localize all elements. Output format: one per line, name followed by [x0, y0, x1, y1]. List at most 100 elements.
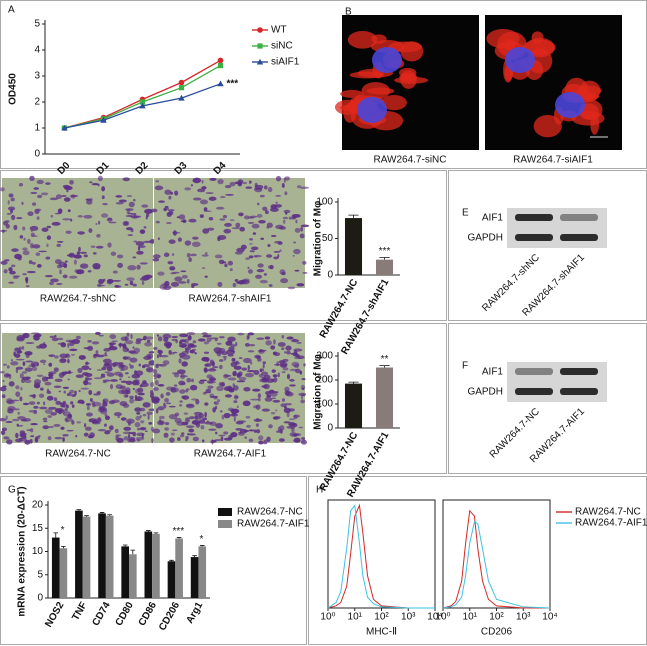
- stained-cell: [123, 436, 130, 441]
- legend-label: RAW264.7-AIF1: [237, 519, 310, 530]
- stained-cell: [90, 245, 96, 248]
- stained-cell: [156, 354, 159, 359]
- marker: [178, 79, 185, 86]
- stained-cell: [137, 392, 145, 396]
- stained-cell: [243, 429, 250, 433]
- stained-cell: [22, 402, 29, 406]
- stained-cell: [69, 179, 74, 185]
- stained-cell: [97, 417, 102, 422]
- stained-cell: [249, 243, 253, 245]
- stained-cell: [63, 411, 72, 417]
- stained-cell: [8, 267, 13, 272]
- stained-cell: [202, 439, 205, 443]
- stained-cell: [48, 371, 57, 375]
- stained-cell: [289, 384, 296, 387]
- stained-cell: [145, 336, 154, 340]
- stained-cell: [74, 390, 77, 396]
- stained-cell: [22, 418, 32, 422]
- stained-cell: [265, 254, 273, 258]
- stained-cell: [185, 439, 188, 442]
- stained-cell: [232, 282, 237, 288]
- stained-cell: [185, 425, 195, 429]
- stained-cell: [184, 187, 192, 191]
- stained-cell: [180, 373, 186, 380]
- stained-cell: [164, 189, 172, 195]
- stained-cell: [211, 439, 214, 445]
- stained-cell: [248, 216, 255, 219]
- stained-cell: [247, 269, 253, 274]
- panel-label: F: [462, 361, 468, 372]
- stained-cell: [199, 379, 208, 382]
- stained-cell: [238, 432, 245, 436]
- stained-cell: [132, 198, 136, 202]
- stained-cell: [281, 347, 285, 350]
- bar: [82, 516, 91, 598]
- cell-membrane: [579, 99, 603, 120]
- stained-cell: [170, 272, 176, 275]
- x-tick-label: 10³: [401, 612, 416, 623]
- stained-cell: [255, 274, 263, 279]
- stained-cell: [30, 191, 38, 195]
- stained-cell: [55, 194, 62, 200]
- stained-cell: [116, 254, 124, 259]
- stained-cell: [103, 423, 107, 427]
- stained-cell: [114, 285, 122, 288]
- stained-cell: [18, 437, 23, 440]
- marker: [100, 116, 107, 123]
- stained-cell: [275, 409, 278, 412]
- legend-label: RAW264.7-NC: [575, 507, 641, 518]
- stained-cell: [33, 410, 38, 415]
- stained-cell: [118, 199, 127, 203]
- stained-cell: [75, 374, 84, 378]
- stained-cell: [83, 379, 89, 386]
- stained-cell: [178, 214, 186, 220]
- stained-cell: [126, 209, 131, 215]
- stained-cell: [46, 388, 50, 393]
- stained-cell: [224, 263, 228, 268]
- stained-cell: [25, 353, 30, 359]
- stained-cell: [188, 428, 195, 433]
- bar: [105, 515, 114, 598]
- y-tick-label: 4: [34, 45, 40, 56]
- stained-cell: [155, 220, 160, 224]
- stained-cell: [6, 439, 13, 445]
- stained-cell: [45, 182, 51, 185]
- stained-cell: [30, 435, 35, 438]
- stained-cell: [119, 342, 122, 348]
- stained-cell: [34, 208, 40, 215]
- stained-cell: [258, 440, 264, 445]
- stained-cell: [85, 403, 91, 406]
- stained-cell: [171, 253, 175, 256]
- stained-cell: [209, 337, 219, 340]
- stained-cell: [212, 366, 219, 369]
- stained-cell: [10, 197, 15, 202]
- stained-cell: [278, 438, 285, 442]
- stained-cell: [147, 414, 150, 420]
- stained-cell: [23, 237, 26, 241]
- stained-cell: [115, 195, 123, 198]
- stained-cell: [164, 206, 169, 211]
- stained-cell: [22, 361, 26, 366]
- stained-cell: [289, 379, 295, 382]
- stained-cell: [133, 240, 138, 243]
- stained-cell: [98, 278, 104, 285]
- stained-cell: [125, 222, 129, 225]
- y-tick-label: 300: [316, 351, 333, 362]
- stained-cell: [117, 262, 124, 268]
- stained-cell: [281, 371, 286, 374]
- stained-cell: [91, 400, 95, 405]
- stained-cell: [153, 346, 158, 350]
- error-bar: [99, 512, 105, 514]
- stained-cell: [247, 332, 255, 336]
- stained-cell: [81, 365, 90, 371]
- stained-cell: [168, 405, 176, 408]
- stained-cell: [171, 372, 179, 375]
- stained-cell: [15, 358, 25, 361]
- stained-cell: [67, 378, 70, 381]
- stained-cell: [263, 383, 270, 390]
- bar: [98, 513, 106, 598]
- stained-cell: [201, 179, 204, 184]
- stained-cell: [21, 376, 30, 381]
- stained-cell: [227, 260, 234, 266]
- stained-cell: [272, 374, 278, 378]
